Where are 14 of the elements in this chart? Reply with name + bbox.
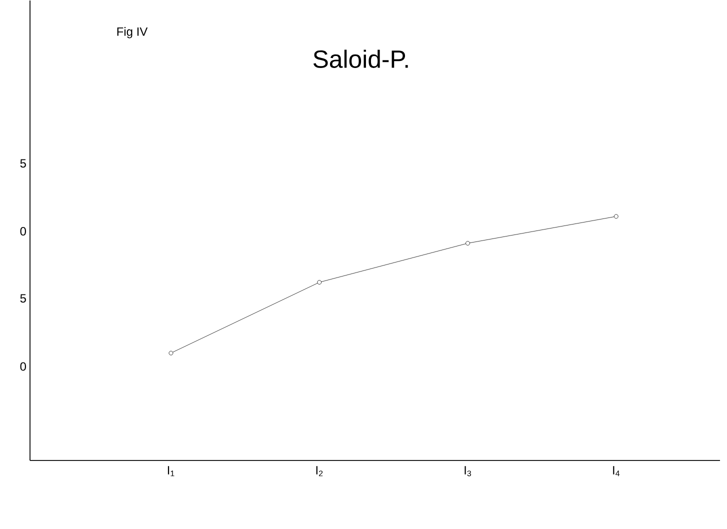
x-tick-label: I$_{1}$ xyxy=(168,466,174,476)
point xyxy=(466,240,470,246)
point xyxy=(317,280,322,284)
text: 0 xyxy=(20,226,26,236)
chart-title: Saloid-P. xyxy=(313,49,408,68)
text: 0 xyxy=(20,362,26,371)
point xyxy=(168,350,174,356)
text: Fig IV xyxy=(117,26,148,38)
x-tick-label: I$_{4}$ xyxy=(613,466,620,476)
text: 5 xyxy=(20,294,26,302)
point xyxy=(614,214,618,218)
x-tick-label: I$_{3}$ xyxy=(464,466,472,476)
text: 5 xyxy=(20,159,26,168)
x-tick-label: I$_{2}$ xyxy=(316,466,323,476)
